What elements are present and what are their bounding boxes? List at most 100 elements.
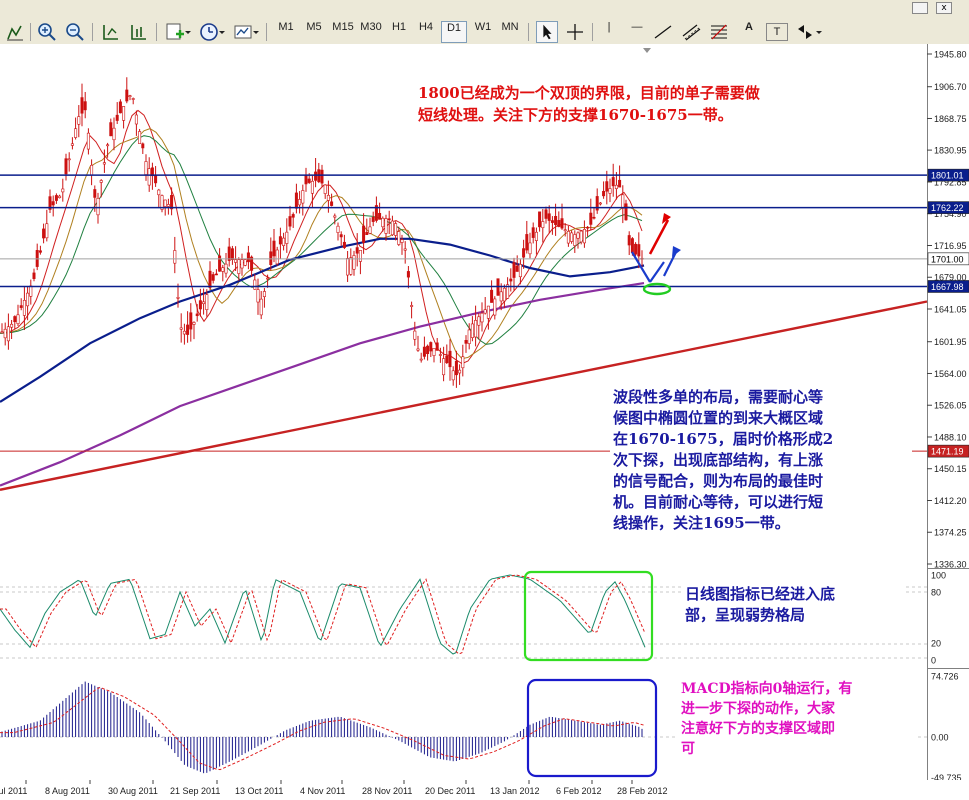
horizontal-line-tool[interactable]: — bbox=[631, 21, 643, 33]
dropdown-arrow-icon[interactable] bbox=[815, 21, 823, 43]
new-chart-icon[interactable] bbox=[164, 21, 186, 43]
price-tick-label: 1945.80 bbox=[934, 50, 967, 60]
tab-w1[interactable]: W1 bbox=[474, 21, 492, 33]
candle-body bbox=[592, 216, 596, 219]
price-marker bbox=[927, 444, 969, 458]
tab-m5[interactable]: M5 bbox=[306, 21, 322, 33]
vertical-line-tool[interactable]: | bbox=[607, 21, 611, 33]
zoom-in-icon[interactable] bbox=[36, 21, 58, 43]
candle-body bbox=[406, 271, 410, 278]
price-tick-label: 1374.25 bbox=[934, 528, 967, 538]
candle-body bbox=[365, 232, 369, 236]
clock-icon[interactable] bbox=[198, 21, 220, 43]
candle-body bbox=[525, 234, 529, 251]
text-tool[interactable]: A bbox=[745, 21, 753, 33]
tab-m1[interactable]: M1 bbox=[278, 21, 294, 33]
candle-body bbox=[282, 237, 286, 246]
chart-area[interactable]: 100 80 20 0 74.726 0.00 -49.735 1945.80 1906.7… bbox=[0, 44, 969, 800]
ma-slow-line bbox=[0, 135, 643, 345]
candle-body bbox=[259, 298, 263, 316]
candle-body bbox=[534, 231, 538, 241]
candle-body bbox=[266, 277, 270, 280]
channel-icon[interactable] bbox=[680, 21, 702, 43]
time-tick-label: 13 Oct 2011 bbox=[235, 786, 283, 796]
candle-body bbox=[538, 211, 542, 228]
candle-body bbox=[346, 258, 350, 276]
dropdown-arrow-icon[interactable] bbox=[252, 21, 260, 43]
price-marker-label: 1801.01 bbox=[931, 171, 964, 181]
trendline bbox=[0, 300, 928, 491]
candle-body bbox=[285, 231, 289, 244]
candle-body bbox=[147, 168, 151, 186]
tab-mn[interactable]: MN bbox=[501, 21, 519, 33]
time-tick-label: 21 Sep 2011 bbox=[170, 786, 220, 796]
note-macd: MACD指标向0轴运行，有 进一步下探的动作，大家 注意好下方的支撑区域即 可 bbox=[678, 678, 918, 764]
candle-body bbox=[86, 132, 90, 150]
ma-blue-line bbox=[0, 237, 645, 403]
autoscroll-icon[interactable] bbox=[128, 21, 150, 43]
candle-body bbox=[234, 259, 238, 263]
candle-body bbox=[570, 232, 574, 242]
stochastic-main-line bbox=[0, 574, 646, 655]
candle-body bbox=[384, 218, 388, 234]
candle-body bbox=[202, 301, 206, 305]
candle-body bbox=[22, 300, 26, 316]
candle-body bbox=[179, 327, 183, 330]
zoom-out-icon[interactable] bbox=[64, 21, 86, 43]
candle-body bbox=[374, 205, 378, 221]
candle-body bbox=[490, 289, 494, 303]
note-stoch: 日线图指标已经进入底 部，呈现弱势格局 bbox=[682, 583, 906, 627]
candle-body bbox=[144, 161, 148, 175]
candle-body bbox=[618, 179, 622, 188]
tab-h4[interactable]: H4 bbox=[418, 21, 434, 33]
text-label-tool[interactable]: T bbox=[766, 23, 788, 41]
tab-d1[interactable]: D1 bbox=[441, 21, 467, 43]
window-restore-icon[interactable] bbox=[912, 2, 928, 14]
candle-body bbox=[333, 215, 337, 218]
price-marker bbox=[927, 168, 969, 182]
tab-m30[interactable]: M30 bbox=[360, 21, 382, 33]
tab-h1[interactable]: H1 bbox=[391, 21, 407, 33]
candle-body bbox=[227, 246, 231, 261]
candle-body bbox=[461, 356, 465, 369]
candle-body bbox=[19, 305, 23, 308]
candle-body bbox=[531, 227, 535, 238]
macd-axis-label: -49.735 bbox=[931, 773, 962, 783]
fibonacci-icon[interactable] bbox=[708, 21, 730, 43]
candle-body bbox=[605, 181, 609, 192]
candle-body bbox=[528, 242, 532, 255]
dropdown-arrow-icon[interactable] bbox=[184, 21, 192, 43]
tab-m15[interactable]: M15 bbox=[332, 21, 354, 33]
crosshair-icon[interactable] bbox=[564, 21, 586, 43]
chart-shift-icon[interactable] bbox=[100, 21, 122, 43]
candle-body bbox=[566, 231, 570, 244]
candle-body bbox=[349, 257, 353, 275]
candle-body bbox=[122, 106, 126, 121]
trendline-icon[interactable] bbox=[652, 21, 674, 43]
candle-body bbox=[464, 340, 468, 344]
templates-icon[interactable] bbox=[232, 21, 254, 43]
price-marker-label: 1701.00 bbox=[931, 254, 964, 264]
dropdown-arrow-icon[interactable] bbox=[218, 21, 226, 43]
candle-body bbox=[10, 323, 14, 328]
price-marker bbox=[927, 201, 969, 214]
candle-body bbox=[125, 89, 129, 102]
candle-body bbox=[448, 350, 452, 368]
candle-body bbox=[16, 314, 20, 324]
window-close-icon[interactable]: x bbox=[936, 2, 952, 14]
candle-body bbox=[336, 225, 340, 233]
candle-body bbox=[243, 259, 247, 266]
cursor-icon[interactable] bbox=[536, 21, 558, 43]
candle-body bbox=[614, 184, 618, 189]
chart-bars-icon[interactable] bbox=[4, 21, 26, 43]
candle-body bbox=[560, 218, 564, 229]
candle-body bbox=[397, 231, 401, 245]
note-top: 1800已经成为一个双顶的界限，目前的单子需要做 短线处理。关注下方的支撑167… bbox=[414, 80, 894, 132]
candle-body bbox=[362, 225, 366, 243]
arrows-icon[interactable] bbox=[794, 21, 816, 43]
candle-body bbox=[544, 209, 548, 219]
time-tick-label: 4 Nov 2011 bbox=[300, 786, 345, 796]
price-tick-label: 1450.15 bbox=[934, 464, 967, 474]
candle-body bbox=[358, 250, 362, 262]
candle-body bbox=[74, 128, 78, 138]
